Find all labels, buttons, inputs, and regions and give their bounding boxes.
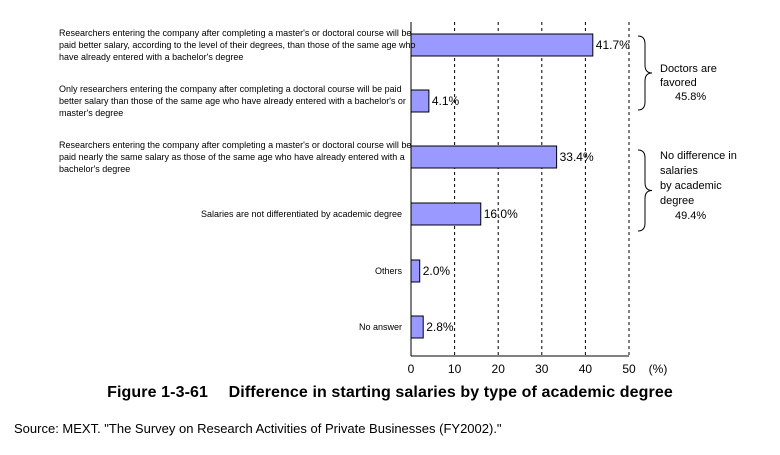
x-axis: 0 10 20 30 40 50 (%)	[408, 22, 668, 376]
category-label-line: paid nearly the same salary as those of …	[59, 152, 405, 162]
value-label: 4.1%	[432, 94, 460, 108]
source-note: Source: MEXT. "The Survey on Research Ac…	[14, 421, 502, 436]
category-label: No answer	[359, 322, 402, 332]
x-tick-label: 0	[408, 362, 415, 376]
category-labels: Researchers entering the company after c…	[59, 28, 416, 332]
category-label-line: master's degree	[59, 108, 123, 118]
bar	[410, 33, 594, 57]
bar	[410, 145, 558, 169]
group-label-line: degree	[660, 195, 694, 207]
category-label-line: Researchers entering the company after c…	[59, 28, 411, 38]
value-label: 33.4%	[560, 150, 594, 164]
group-label-line: No difference in	[660, 150, 737, 162]
bar	[410, 259, 421, 283]
category-label-line: have already entered with a bachelor's d…	[59, 52, 243, 62]
x-tick-label: 20	[492, 362, 506, 376]
group-brace	[637, 149, 653, 232]
x-tick-label: 50	[622, 362, 636, 376]
gridlines	[454, 22, 630, 356]
category-label: Salaries are not differentiated by acade…	[201, 209, 402, 219]
group-label-line: 45.8%	[675, 91, 706, 103]
category-label-line: paid better salary, according to the lev…	[59, 40, 416, 50]
value-label: 2.8%	[426, 320, 454, 334]
group-braces: Doctors are favored 45.8% No difference in s…	[637, 35, 737, 232]
value-label: 16.0%	[484, 207, 518, 221]
group-label-line: by academic	[660, 180, 722, 192]
group-brace	[637, 35, 653, 111]
x-tick-label: 30	[535, 362, 549, 376]
group-label-line: Doctors are	[660, 63, 717, 75]
bar	[410, 315, 424, 339]
bar	[410, 89, 430, 113]
bars: 41.7% 4.1% 33.4% 16.0% 2.0% 2.8%	[410, 33, 630, 339]
bar	[410, 202, 482, 226]
value-label: 41.7%	[596, 38, 630, 52]
x-tick-label: 40	[579, 362, 593, 376]
category-label-line: Researchers entering the company after c…	[59, 140, 411, 150]
category-label-line: better salary than those of the same age…	[59, 96, 406, 106]
value-label: 2.0%	[423, 264, 451, 278]
x-unit-label: (%)	[649, 362, 668, 376]
category-label-line: Only researchers entering the company af…	[59, 84, 402, 94]
group-label-line: 49.4%	[675, 210, 706, 222]
category-label-line: bachelor's degree	[59, 164, 130, 174]
group-label-line: favored	[660, 77, 697, 89]
group-label-line: salaries	[660, 165, 698, 177]
figure-caption: Figure 1-3-61 Difference in starting sal…	[107, 384, 673, 401]
bar-chart: 41.7% 4.1% 33.4% 16.0% 2.0% 2.8% 0 10 20 30 40 50 (…	[59, 22, 737, 376]
x-tick-label: 10	[448, 362, 462, 376]
category-label: Others	[375, 266, 403, 276]
